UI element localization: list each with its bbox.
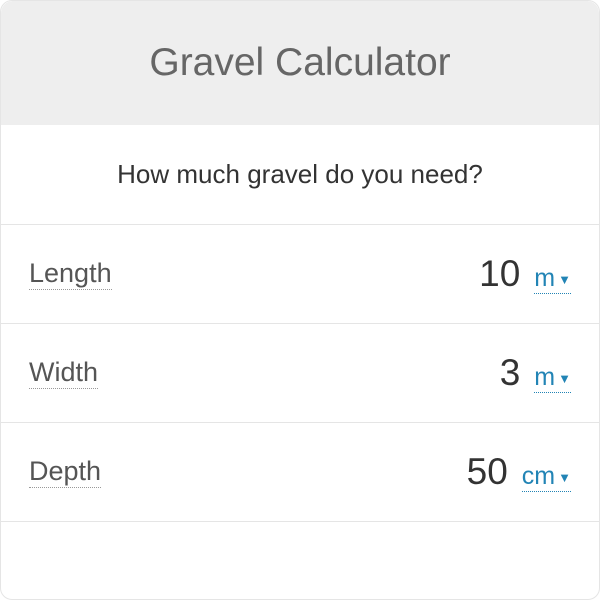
field-label-depth[interactable]: Depth — [29, 456, 101, 488]
depth-input[interactable]: 50 — [388, 451, 508, 493]
calculator-title: Gravel Calculator — [21, 41, 579, 85]
field-value-group-depth: 50 cm ▼ — [388, 451, 571, 493]
field-value-group-length: 10 m ▼ — [400, 253, 571, 295]
calculator-container: Gravel Calculator How much gravel do you… — [0, 0, 600, 600]
field-row-width: Width 3 m ▼ — [1, 324, 599, 423]
field-label-width[interactable]: Width — [29, 357, 98, 389]
length-unit-text: m — [534, 264, 555, 293]
subheader-text: How much gravel do you need? — [21, 159, 579, 190]
field-label-length[interactable]: Length — [29, 258, 112, 290]
field-value-group-width: 3 m ▼ — [400, 352, 571, 394]
field-row-length: Length 10 m ▼ — [1, 225, 599, 324]
length-unit-selector[interactable]: m ▼ — [534, 264, 571, 294]
calculator-subheader: How much gravel do you need? — [1, 125, 599, 225]
width-input[interactable]: 3 — [400, 352, 520, 394]
chevron-down-icon: ▼ — [558, 371, 571, 386]
chevron-down-icon: ▼ — [558, 470, 571, 485]
depth-unit-text: cm — [522, 462, 555, 491]
width-unit-text: m — [534, 363, 555, 392]
chevron-down-icon: ▼ — [558, 272, 571, 287]
calculator-header: Gravel Calculator — [1, 1, 599, 125]
width-unit-selector[interactable]: m ▼ — [534, 363, 571, 393]
length-input[interactable]: 10 — [400, 253, 520, 295]
depth-unit-selector[interactable]: cm ▼ — [522, 462, 571, 492]
field-row-depth: Depth 50 cm ▼ — [1, 423, 599, 522]
